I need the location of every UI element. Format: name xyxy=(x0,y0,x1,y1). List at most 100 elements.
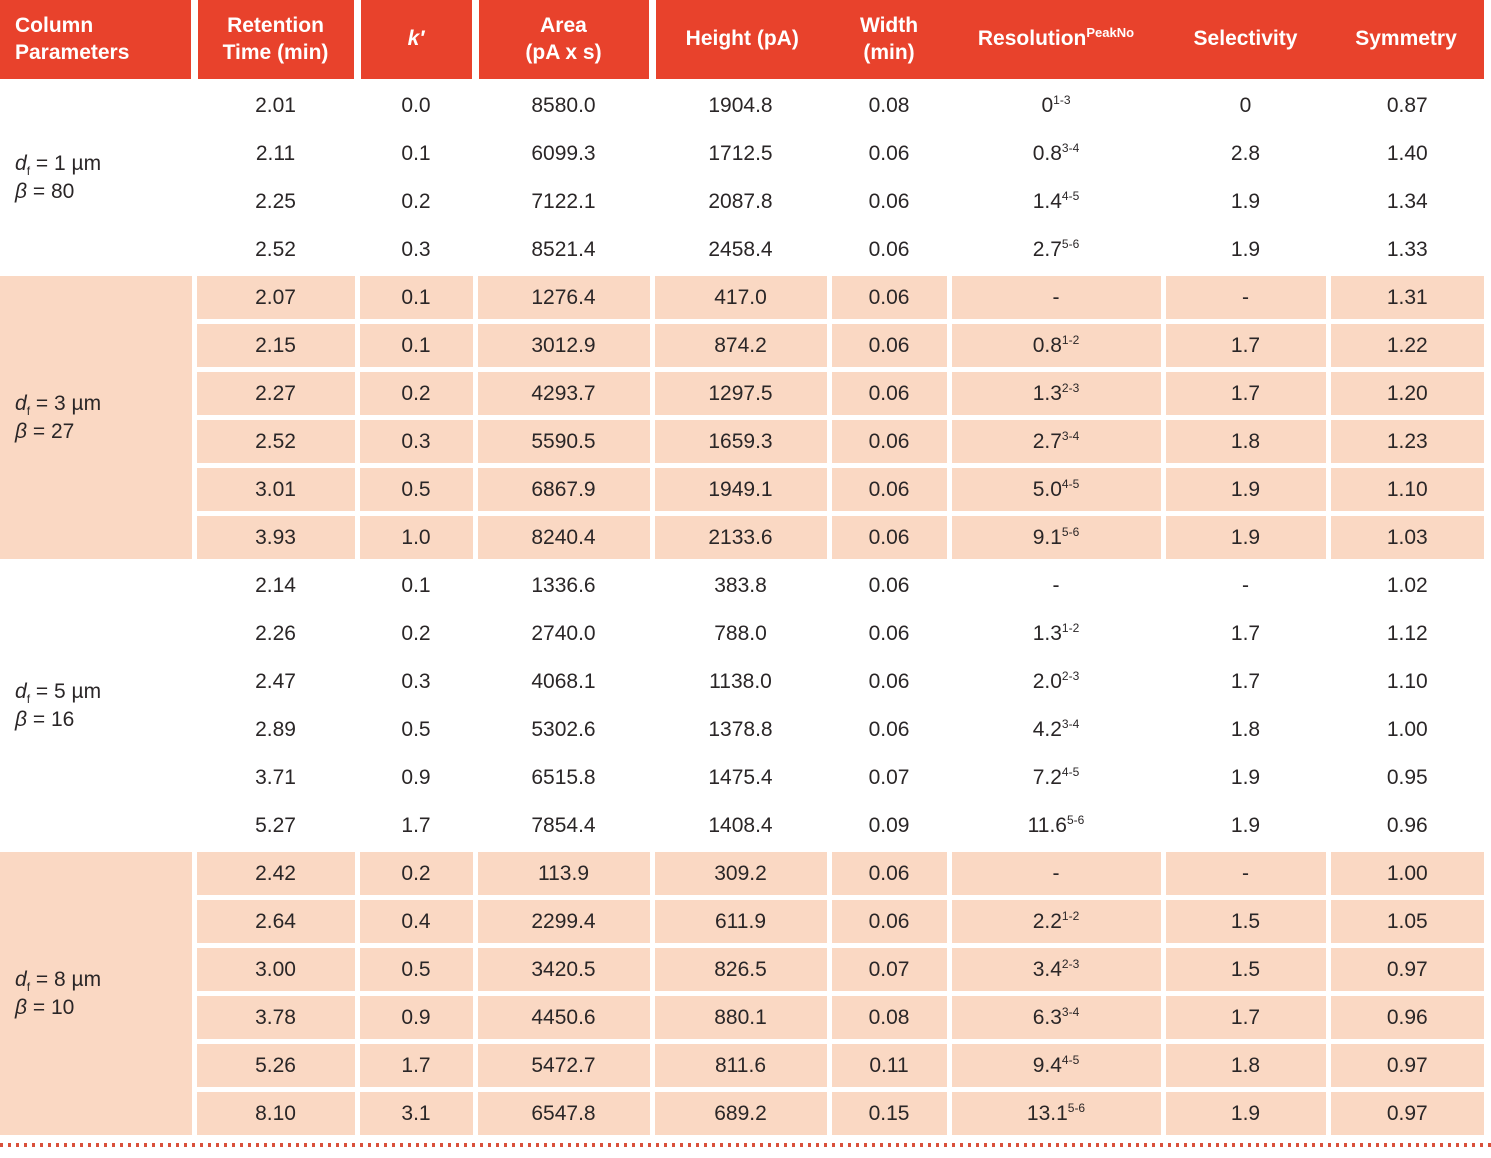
cell-area: 5302.6 xyxy=(472,703,655,756)
cell-width: 0.06 xyxy=(826,607,952,660)
cell-value: 1.02 xyxy=(1386,573,1428,597)
cell-value: 2.47 xyxy=(255,669,296,693)
cell-width: 0.06 xyxy=(826,847,952,900)
cell-value: 0.2 xyxy=(401,621,431,645)
parameter-value: = 10 xyxy=(32,995,75,1019)
cell-value: 4068.1 xyxy=(531,669,596,693)
table-row: 5.26 1.7 5472.7 811.6 0.11 9.44-5 1.8 0.97 xyxy=(0,1039,1484,1092)
cell-k-prime: 0.5 xyxy=(354,703,478,756)
cell-height: 880.1 xyxy=(649,991,832,1044)
cell-k-prime: 1.7 xyxy=(354,799,478,852)
header-superscript: PeakNo xyxy=(1086,25,1135,41)
table-row: 3.78 0.9 4450.6 880.1 0.08 6.33-4 1.7 0.96 xyxy=(0,991,1484,1044)
cell-value: 3.4 xyxy=(1032,957,1062,981)
cell-value: - xyxy=(1242,285,1249,309)
header-label: Resolution xyxy=(977,27,1087,51)
cell-area: 6515.8 xyxy=(472,751,655,804)
cell-resolution: 4.23-4 xyxy=(946,703,1166,756)
cell-symmetry: 0.96 xyxy=(1325,991,1484,1044)
cell-value: 0.08 xyxy=(868,93,910,117)
cell-k-prime: 0.0 xyxy=(354,79,478,132)
cell-value: 1.20 xyxy=(1386,381,1428,405)
parameter-symbol: β xyxy=(15,179,27,203)
table-row: 2.11 0.1 6099.3 1712.5 0.06 0.83-4 2.8 1.40 xyxy=(0,127,1484,180)
cell-width: 0.06 xyxy=(826,175,952,228)
cell-width: 0.06 xyxy=(826,655,952,708)
cell-width: 0.11 xyxy=(826,1039,952,1092)
cell-resolution: 01-3 xyxy=(946,79,1166,132)
table-header: Column Parameters Retention Time (min) k′ A… xyxy=(0,0,1484,84)
group-label-cell: df = 8 µm β = 10 xyxy=(0,847,197,1140)
cell-value: 1659.3 xyxy=(708,429,773,453)
cell-area: 7122.1 xyxy=(472,175,655,228)
cell-value: 0.1 xyxy=(401,141,431,165)
dotted-divider xyxy=(0,1143,1491,1147)
cell-value: 1.40 xyxy=(1386,141,1428,165)
cell-width: 0.06 xyxy=(826,703,952,756)
cell-value: 0.97 xyxy=(1386,957,1428,981)
cell-symmetry: 1.20 xyxy=(1325,367,1484,420)
cell-value: 1.7 xyxy=(401,1053,431,1077)
cell-value: 6547.8 xyxy=(531,1101,596,1125)
cell-selectivity: 1.8 xyxy=(1160,1039,1331,1092)
resolution-peak-superscript: 3-4 xyxy=(1061,716,1080,731)
cell-value: 0.06 xyxy=(868,237,910,261)
cell-width: 0.06 xyxy=(826,895,952,948)
table-row: 3.01 0.5 6867.9 1949.1 0.06 5.04-5 1.9 1.10 xyxy=(0,463,1484,516)
cell-resolution: 2.02-3 xyxy=(946,655,1166,708)
cell-value: 1408.4 xyxy=(708,813,773,837)
header-label: k′ xyxy=(407,27,425,51)
cell-value: - xyxy=(1052,285,1060,309)
cell-area: 2299.4 xyxy=(472,895,655,948)
cell-value: 1.5 xyxy=(1230,909,1261,933)
cell-value: 8.10 xyxy=(255,1101,296,1125)
cell-symmetry: 1.34 xyxy=(1325,175,1484,228)
cell-width: 0.07 xyxy=(826,751,952,804)
cell-height: 1659.3 xyxy=(649,415,832,468)
cell-value: 417.0 xyxy=(714,285,767,309)
cell-value: 1.7 xyxy=(1230,381,1261,405)
header-param: Column Parameters xyxy=(0,0,198,84)
cell-value: 3.71 xyxy=(255,765,296,789)
header-symmetry: Symmetry xyxy=(1328,0,1484,84)
table-body: df = 1 µm β = 80 2.01 0.0 8580.0 1904.8 0.08 01-3… xyxy=(0,79,1484,1140)
cell-k-prime: 0.1 xyxy=(354,127,478,180)
cell-area: 7854.4 xyxy=(472,799,655,852)
cell-value: 0.96 xyxy=(1386,813,1428,837)
chromatography-results-table: Column Parameters Retention Time (min) k′ A… xyxy=(0,0,1484,1140)
cell-symmetry: 1.40 xyxy=(1325,127,1484,180)
cell-value: 1.9 xyxy=(1230,1101,1261,1125)
group-label-cell: df = 1 µm β = 80 xyxy=(0,79,197,276)
cell-value: 5.26 xyxy=(255,1053,296,1077)
cell-selectivity: - xyxy=(1160,271,1331,324)
cell-value: 0 xyxy=(1041,93,1054,117)
cell-value: 3.00 xyxy=(255,957,296,981)
cell-height: 826.5 xyxy=(649,943,832,996)
cell-resolution: 13.15-6 xyxy=(946,1087,1166,1140)
resolution-peak-superscript: 4-5 xyxy=(1061,188,1080,203)
cell-k-prime: 0.1 xyxy=(354,559,478,612)
cell-resolution: - xyxy=(946,559,1166,612)
cell-value: 2.27 xyxy=(255,381,296,405)
cell-value: 0.06 xyxy=(868,333,910,357)
cell-width: 0.06 xyxy=(826,511,952,564)
cell-width: 0.06 xyxy=(826,415,952,468)
cell-value: 0.06 xyxy=(868,381,910,405)
table-row: 2.47 0.3 4068.1 1138.0 0.06 2.02-3 1.7 1.10 xyxy=(0,655,1484,708)
cell-value: 13.1 xyxy=(1026,1101,1068,1125)
cell-k-prime: 0.9 xyxy=(354,991,478,1044)
cell-area: 8580.0 xyxy=(472,79,655,132)
cell-retention-time: 2.27 xyxy=(191,367,360,420)
cell-resolution: 2.21-2 xyxy=(946,895,1166,948)
cell-value: 1.9 xyxy=(1230,765,1261,789)
cell-area: 113.9 xyxy=(472,847,655,900)
cell-value: 8580.0 xyxy=(531,93,596,117)
cell-height: 2458.4 xyxy=(649,223,832,276)
cell-value: 1.9 xyxy=(1230,477,1261,501)
parameter-subscript: f xyxy=(26,403,31,418)
cell-selectivity: 0 xyxy=(1160,79,1331,132)
cell-value: 5472.7 xyxy=(531,1053,596,1077)
cell-value: - xyxy=(1242,861,1249,885)
cell-k-prime: 0.5 xyxy=(354,463,478,516)
cell-value: 0.1 xyxy=(401,333,431,357)
